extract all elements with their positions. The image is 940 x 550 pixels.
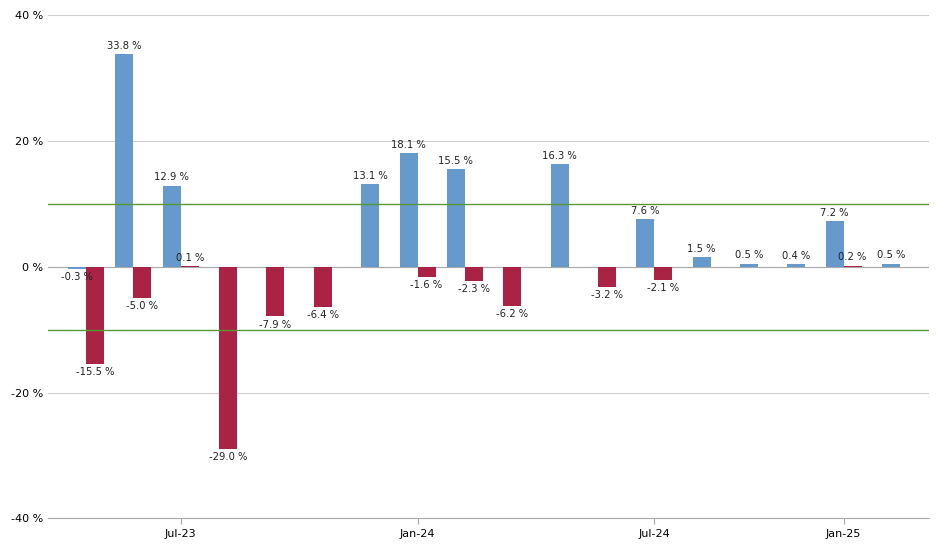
Text: -6.4 %: -6.4 % [306, 310, 338, 320]
Text: -1.6 %: -1.6 % [411, 280, 443, 290]
Bar [180, 266, 198, 267]
Bar [598, 267, 616, 287]
Bar [551, 164, 569, 267]
Bar [882, 263, 900, 267]
Text: 12.9 %: 12.9 % [154, 173, 189, 183]
Bar [788, 264, 806, 267]
Text: 1.5 %: 1.5 % [687, 244, 716, 254]
Text: -5.0 %: -5.0 % [127, 301, 159, 311]
Bar [503, 267, 521, 306]
Text: -2.1 %: -2.1 % [648, 283, 680, 293]
Bar [361, 184, 379, 267]
Bar [693, 257, 711, 267]
Bar [740, 263, 758, 267]
Bar [825, 222, 844, 267]
Text: -15.5 %: -15.5 % [76, 367, 115, 377]
Bar [844, 266, 862, 267]
Text: 18.1 %: 18.1 % [391, 140, 426, 150]
Bar [86, 267, 104, 364]
Text: -29.0 %: -29.0 % [209, 453, 247, 463]
Text: 0.4 %: 0.4 % [782, 251, 810, 261]
Bar [654, 267, 672, 280]
Bar [465, 267, 483, 281]
Text: -3.2 %: -3.2 % [591, 290, 623, 300]
Text: 0.2 %: 0.2 % [838, 252, 867, 262]
Bar [133, 267, 151, 298]
Text: 15.5 %: 15.5 % [438, 156, 474, 166]
Text: -7.9 %: -7.9 % [259, 320, 291, 329]
Text: 0.5 %: 0.5 % [877, 250, 905, 261]
Bar [219, 267, 237, 449]
Text: 33.8 %: 33.8 % [107, 41, 142, 51]
Bar [68, 267, 86, 269]
Bar [400, 153, 417, 267]
Text: -0.3 %: -0.3 % [61, 272, 93, 282]
Text: 0.1 %: 0.1 % [176, 253, 204, 263]
Bar [446, 169, 465, 267]
Bar [163, 185, 180, 267]
Text: 7.2 %: 7.2 % [821, 208, 849, 218]
Bar [417, 267, 435, 277]
Bar [314, 267, 332, 307]
Bar [116, 54, 133, 267]
Bar [267, 267, 285, 316]
Bar [636, 219, 654, 267]
Text: -2.3 %: -2.3 % [458, 284, 490, 294]
Text: 0.5 %: 0.5 % [735, 250, 763, 261]
Text: 16.3 %: 16.3 % [542, 151, 577, 161]
Text: 7.6 %: 7.6 % [631, 206, 660, 216]
Text: 13.1 %: 13.1 % [352, 171, 387, 181]
Text: -6.2 %: -6.2 % [496, 309, 528, 319]
